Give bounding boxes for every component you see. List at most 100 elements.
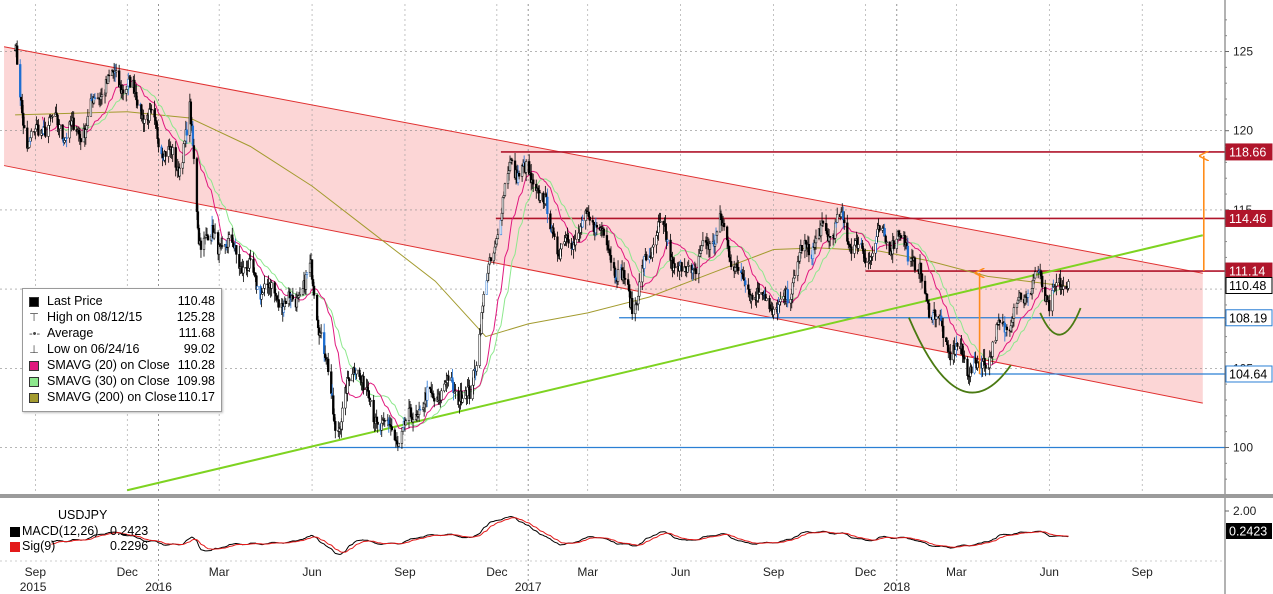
candle-body	[539, 192, 542, 201]
candle-body	[16, 45, 19, 65]
macd-legend-row: MACD(12,26) 0.2423	[10, 524, 148, 539]
handle-arc	[1039, 307, 1082, 336]
candle-body	[260, 293, 263, 300]
candle-body	[482, 294, 485, 307]
candle-body	[305, 272, 309, 275]
rounding-bottom-arc	[908, 317, 1012, 394]
candle-body	[885, 241, 888, 243]
candle-body	[72, 117, 75, 130]
candle-body	[125, 89, 128, 94]
candle-body	[708, 243, 712, 250]
candle-body	[100, 94, 104, 97]
candle-body	[397, 443, 401, 447]
candle-body	[899, 235, 902, 239]
candle-body	[376, 421, 379, 425]
candle-body	[878, 225, 881, 231]
candle-body	[440, 390, 443, 401]
legend-value: 125.28	[176, 310, 215, 324]
candle-body	[913, 257, 917, 271]
candle-body	[532, 179, 535, 185]
candle-body	[362, 375, 365, 391]
candle-body	[475, 365, 478, 372]
legend-value: 109.98	[176, 374, 215, 388]
price-tag-label: 111.14	[1229, 265, 1265, 279]
candle-body	[433, 397, 436, 402]
candle-body	[447, 375, 450, 381]
candle-body	[800, 245, 804, 252]
sma-200-line	[15, 111, 1069, 338]
legend-value: 110.48	[177, 294, 215, 308]
pink-square-icon	[29, 360, 39, 371]
average-marker-icon: -•-	[29, 327, 41, 340]
sma-30-line	[56, 85, 1069, 427]
legend-value: 111.68	[178, 326, 215, 340]
x-month-label: Sep	[25, 565, 47, 579]
candle-body	[199, 240, 203, 250]
candle-body	[645, 254, 648, 261]
legend-sma200: SMAVG (200) on Close 110.17	[29, 389, 215, 405]
x-month-label: Sep	[763, 565, 785, 579]
candle-body	[673, 263, 676, 269]
candle-body	[1033, 271, 1037, 279]
candle-body	[127, 78, 130, 87]
candle-body	[553, 233, 556, 238]
candle-body	[542, 192, 545, 203]
candle-body	[79, 138, 82, 143]
x-month-label: Dec	[117, 565, 138, 579]
candle-body	[23, 125, 26, 129]
candle-body	[906, 245, 910, 262]
candle-body	[263, 283, 266, 289]
candle-body	[892, 240, 895, 249]
candle-body	[93, 97, 97, 99]
x-year-label: 2017	[515, 580, 542, 594]
candle-body	[501, 197, 505, 214]
candle-body	[807, 244, 811, 256]
candle-body	[821, 220, 825, 224]
candle-body	[44, 126, 47, 137]
candle-body	[715, 231, 719, 236]
candle-body	[1012, 307, 1016, 319]
candle-body	[213, 232, 217, 234]
candle-body	[496, 234, 500, 239]
macd-value-tag-label: 0.2423	[1229, 525, 1267, 539]
macd-value: 0.2423	[110, 524, 149, 538]
candle-body	[150, 109, 153, 111]
annotations	[908, 156, 1204, 394]
candle-body	[249, 258, 252, 260]
candle-body	[242, 267, 245, 274]
candle-body	[991, 341, 994, 357]
candle-body	[503, 183, 507, 196]
signal-line	[51, 517, 1069, 553]
candle-body	[468, 385, 471, 399]
candlesticks	[13, 40, 1070, 452]
candle-body	[171, 147, 174, 155]
candle-body	[701, 240, 705, 246]
legend-sma20: SMAVG (20) on Close 110.28	[29, 357, 215, 373]
macd-value-tag-box	[1226, 523, 1272, 539]
candle-body	[107, 74, 111, 77]
price-tag-label: 118.66	[1229, 145, 1266, 159]
legend-label: Low on 06/24/16	[47, 342, 140, 356]
channel-lower-line	[3, 165, 1203, 404]
price-tag-box	[1225, 276, 1273, 294]
candle-body	[1026, 293, 1030, 298]
candle-body	[699, 250, 703, 254]
x-year-label: 2016	[145, 580, 172, 594]
candle-body	[178, 167, 181, 177]
candle-body	[935, 316, 938, 320]
candle-body	[786, 289, 789, 304]
high-marker-icon: ⊤	[29, 311, 39, 324]
candle-body	[489, 257, 492, 262]
candle-body	[89, 98, 93, 117]
candle-body	[680, 262, 683, 272]
macd-tick-label: 2.00	[1233, 504, 1257, 518]
candle-body	[228, 234, 231, 239]
pane-divider	[0, 494, 1273, 498]
candle-body	[652, 244, 655, 248]
candle-body	[871, 252, 874, 257]
candle-body	[1032, 277, 1036, 281]
legend-label: SMAVG (20) on Close	[47, 358, 170, 372]
candle-body	[850, 246, 853, 254]
